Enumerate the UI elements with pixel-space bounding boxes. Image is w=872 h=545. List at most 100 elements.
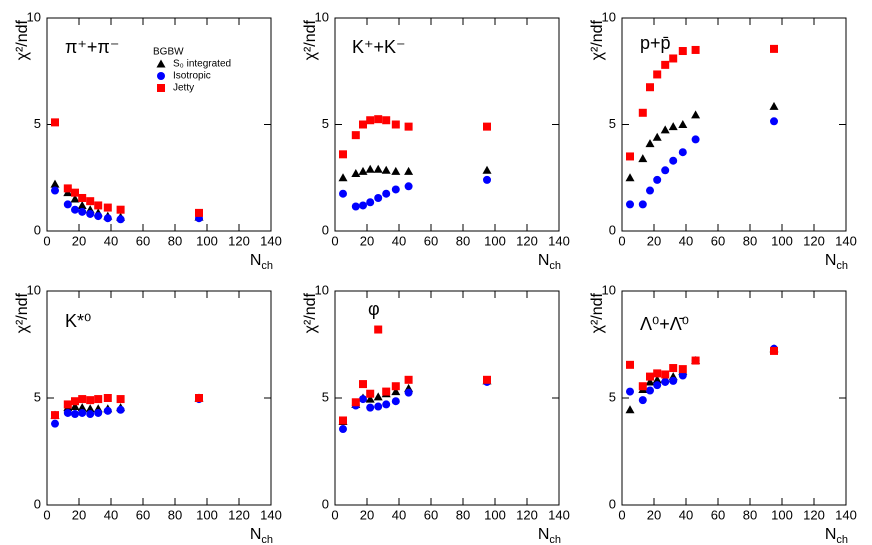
marker-square xyxy=(78,193,87,202)
marker-triangle xyxy=(391,387,401,396)
marker-square xyxy=(94,395,103,404)
x-tick-label: 40 xyxy=(392,233,406,248)
y-tick-label: 5 xyxy=(34,116,41,131)
x-axis-label-sub: ch xyxy=(549,260,561,272)
marker-square xyxy=(770,346,778,355)
x-tick-label: 20 xyxy=(647,507,661,522)
marker-circle xyxy=(653,175,662,184)
marker-triangle xyxy=(391,166,401,175)
marker-square xyxy=(669,54,678,63)
marker-triangle xyxy=(77,200,87,209)
marker-circle xyxy=(339,189,347,198)
marker-square xyxy=(359,120,367,129)
marker-triangle xyxy=(638,154,648,163)
x-tick-label: 0 xyxy=(618,507,625,522)
marker-square xyxy=(157,84,165,92)
y-axis-label: χ²/ndf xyxy=(302,292,319,333)
y-axis-label: χ²/ndf xyxy=(302,19,319,60)
y-tick-label: 10 xyxy=(27,9,41,24)
x-axis-label-sub: ch xyxy=(836,260,848,272)
marker-square xyxy=(646,372,654,381)
x-tick-label: 100 xyxy=(196,507,218,522)
x-tick-label: 120 xyxy=(516,233,538,248)
y-tick-label: 10 xyxy=(315,282,329,297)
marker-triangle xyxy=(652,375,662,384)
marker-circle xyxy=(94,408,103,417)
x-tick-label: 0 xyxy=(331,507,338,522)
legend-title: BGBW xyxy=(153,47,184,58)
marker-circle xyxy=(382,400,391,409)
y-tick-label: 10 xyxy=(602,282,616,297)
marker-square xyxy=(638,108,647,117)
marker-square xyxy=(374,325,383,334)
y-tick-label: 0 xyxy=(609,496,616,511)
marker-square xyxy=(51,118,59,127)
marker-triangle xyxy=(338,173,348,182)
marker-square xyxy=(339,150,347,159)
marker-triangle xyxy=(85,404,95,413)
x-tick-label: 80 xyxy=(456,233,470,248)
marker-circle xyxy=(678,148,687,157)
x-tick-label: 40 xyxy=(104,233,118,248)
marker-circle xyxy=(404,388,413,397)
marker-circle xyxy=(669,376,678,385)
y-tick-label: 0 xyxy=(34,496,41,511)
x-tick-label: 120 xyxy=(516,507,538,522)
x-tick-label: 40 xyxy=(104,507,118,522)
x-tick-label: 140 xyxy=(260,507,282,522)
marker-square xyxy=(678,47,687,56)
x-tick-label: 120 xyxy=(803,507,825,522)
x-tick-label: 60 xyxy=(711,507,725,522)
marker-triangle xyxy=(351,168,361,177)
marker-circle xyxy=(63,200,72,209)
marker-square xyxy=(86,396,95,405)
x-axis-label-main: N xyxy=(538,526,550,543)
x-tick-label: 120 xyxy=(803,233,825,248)
marker-square xyxy=(339,416,347,425)
marker-triangle xyxy=(50,179,60,188)
marker-square xyxy=(374,115,383,124)
x-axis-label: Nch xyxy=(825,252,848,272)
y-tick-label: 0 xyxy=(322,496,329,511)
x-axis-label-sub: ch xyxy=(261,260,273,272)
marker-circle xyxy=(669,156,678,165)
marker-triangle xyxy=(70,194,80,203)
x-tick-label: 100 xyxy=(771,233,793,248)
marker-square xyxy=(691,356,700,365)
legend-label: Jetty xyxy=(173,83,194,94)
x-tick-label: 140 xyxy=(548,507,570,522)
marker-circle xyxy=(483,175,491,184)
marker-triangle xyxy=(625,173,635,182)
y-tick-label: 5 xyxy=(322,116,329,131)
y-axis-label: χ²/ndf xyxy=(14,19,31,60)
marker-circle xyxy=(78,408,87,417)
marker-circle xyxy=(51,186,59,195)
marker-circle xyxy=(157,72,165,80)
marker-square xyxy=(391,120,400,129)
marker-square xyxy=(103,394,112,402)
x-tick-label: 80 xyxy=(743,507,757,522)
x-tick-label: 140 xyxy=(260,233,282,248)
y-tick-label: 0 xyxy=(322,222,329,237)
marker-circle xyxy=(86,410,95,419)
x-tick-label: 0 xyxy=(618,233,625,248)
x-tick-label: 40 xyxy=(679,507,693,522)
x-axis-label: Nch xyxy=(250,252,273,272)
marker-triangle xyxy=(668,122,678,131)
x-tick-label: 0 xyxy=(331,233,338,248)
x-tick-label: 120 xyxy=(228,507,250,522)
marker-circle xyxy=(103,406,112,415)
y-tick-label: 5 xyxy=(322,389,329,404)
x-tick-label: 120 xyxy=(228,233,250,248)
x-tick-label: 60 xyxy=(424,233,438,248)
marker-triangle xyxy=(660,125,670,134)
marker-circle xyxy=(391,185,400,194)
panel-label: φ xyxy=(368,299,380,319)
marker-square xyxy=(94,201,103,210)
legend-label: S₀ integrated xyxy=(173,59,231,70)
marker-square xyxy=(71,397,79,406)
marker-circle xyxy=(374,193,383,202)
marker-square xyxy=(404,375,413,384)
x-tick-label: 20 xyxy=(360,233,374,248)
marker-square xyxy=(86,197,95,206)
